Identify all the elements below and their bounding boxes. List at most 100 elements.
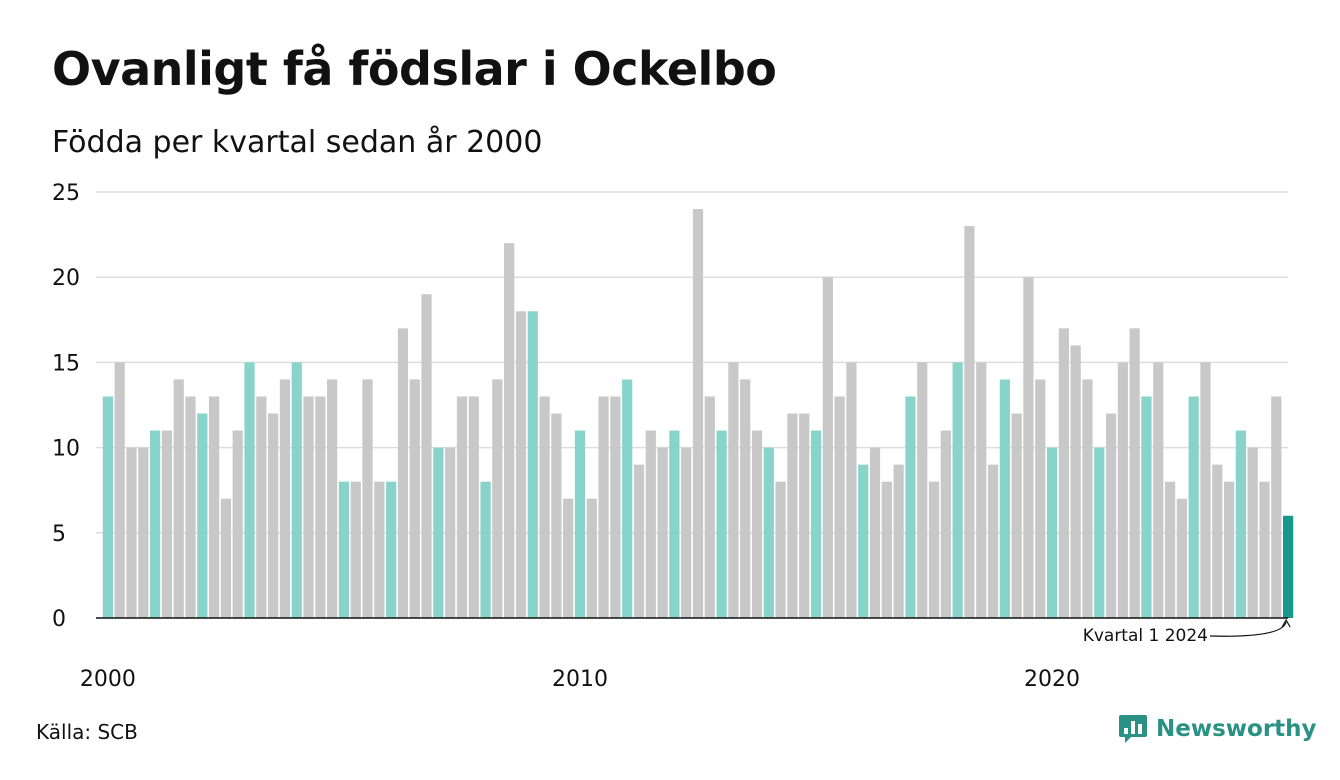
bar bbox=[173, 379, 184, 618]
bar bbox=[633, 464, 645, 618]
bar bbox=[291, 362, 302, 618]
bar bbox=[1271, 396, 1282, 618]
bar bbox=[1070, 345, 1081, 618]
bar bbox=[161, 430, 173, 618]
bar bbox=[645, 430, 656, 618]
brand-name: Newsworthy bbox=[1156, 716, 1317, 742]
bar bbox=[138, 447, 149, 618]
bar bbox=[657, 447, 668, 618]
bar bbox=[893, 464, 904, 618]
annotation: Kvartal 1 2024 bbox=[1083, 618, 1291, 646]
bar bbox=[1153, 362, 1164, 618]
bar bbox=[1188, 396, 1199, 618]
bar bbox=[421, 294, 432, 618]
bar bbox=[787, 413, 798, 618]
newsworthy-logo-icon bbox=[1119, 715, 1147, 743]
bar bbox=[1058, 328, 1069, 618]
bar bbox=[1046, 447, 1058, 618]
source-credit: Källa: SCB bbox=[36, 720, 138, 744]
bar bbox=[858, 464, 869, 618]
bar bbox=[598, 396, 609, 618]
bar bbox=[704, 396, 715, 618]
bar bbox=[810, 430, 822, 618]
bar bbox=[303, 396, 314, 618]
bar bbox=[209, 396, 220, 618]
bar bbox=[244, 362, 255, 618]
bar bbox=[869, 447, 881, 618]
bar bbox=[1023, 277, 1034, 618]
bar bbox=[1164, 481, 1176, 618]
chart-title: Ovanligt få födslar i Ockelbo bbox=[52, 42, 777, 96]
bar bbox=[480, 481, 491, 618]
bar bbox=[999, 379, 1010, 618]
newsworthy-logo: Newsworthy bbox=[1118, 713, 1317, 745]
bar bbox=[917, 362, 928, 618]
bar bbox=[1235, 430, 1246, 618]
bar bbox=[1035, 379, 1046, 618]
y-tick-label: 0 bbox=[52, 607, 66, 632]
bar bbox=[527, 311, 538, 618]
bar bbox=[1141, 396, 1152, 618]
bar bbox=[740, 379, 751, 618]
bar bbox=[1223, 481, 1235, 618]
bar bbox=[492, 379, 503, 618]
bar bbox=[622, 379, 633, 618]
x-tick-label: 2020 bbox=[1024, 667, 1080, 692]
bar bbox=[574, 430, 586, 618]
bar bbox=[197, 413, 208, 618]
bar bbox=[386, 481, 397, 618]
bars bbox=[102, 209, 1294, 619]
bar bbox=[338, 481, 350, 618]
bar bbox=[456, 396, 468, 618]
bar bbox=[728, 362, 739, 618]
bar bbox=[445, 447, 456, 618]
bar bbox=[397, 328, 409, 618]
bar bbox=[952, 362, 963, 618]
bar bbox=[763, 447, 774, 618]
bar bbox=[114, 362, 125, 618]
bar bbox=[692, 209, 704, 619]
bar bbox=[976, 362, 987, 618]
bar bbox=[822, 277, 833, 618]
bar bbox=[1082, 379, 1093, 618]
bar bbox=[315, 396, 326, 618]
bar bbox=[586, 498, 597, 618]
bar bbox=[468, 396, 479, 618]
y-tick-label: 10 bbox=[52, 437, 80, 462]
bar bbox=[940, 430, 951, 618]
annotation-arrow bbox=[1209, 621, 1287, 637]
y-tick-label: 25 bbox=[52, 181, 80, 206]
bar bbox=[362, 379, 373, 618]
bar bbox=[1259, 481, 1270, 618]
bar bbox=[1117, 362, 1128, 618]
bar bbox=[102, 396, 113, 618]
bar bbox=[716, 430, 727, 618]
chart-subtitle: Födda per kvartal sedan år 2000 bbox=[52, 125, 543, 160]
bar bbox=[775, 481, 786, 618]
bar bbox=[669, 430, 680, 618]
bar bbox=[881, 481, 892, 618]
bar bbox=[515, 311, 527, 618]
bar bbox=[1094, 447, 1105, 618]
bar bbox=[551, 413, 562, 618]
bar bbox=[220, 498, 232, 618]
bar bbox=[610, 396, 621, 618]
y-tick-label: 20 bbox=[52, 266, 80, 291]
bar bbox=[1129, 328, 1140, 618]
bar bbox=[987, 464, 999, 618]
bar bbox=[1283, 515, 1294, 618]
bar bbox=[539, 396, 550, 618]
y-tick-label: 15 bbox=[52, 351, 80, 376]
bar bbox=[563, 498, 574, 618]
bar bbox=[433, 447, 444, 618]
bar bbox=[834, 396, 845, 618]
bar bbox=[681, 447, 692, 618]
bar bbox=[799, 413, 810, 618]
bar bbox=[374, 481, 385, 618]
y-tick-label: 5 bbox=[52, 522, 66, 547]
x-tick-label: 2000 bbox=[80, 667, 136, 692]
bar bbox=[1105, 413, 1117, 618]
annotation-arrowhead bbox=[1281, 618, 1291, 628]
bar bbox=[409, 379, 420, 618]
